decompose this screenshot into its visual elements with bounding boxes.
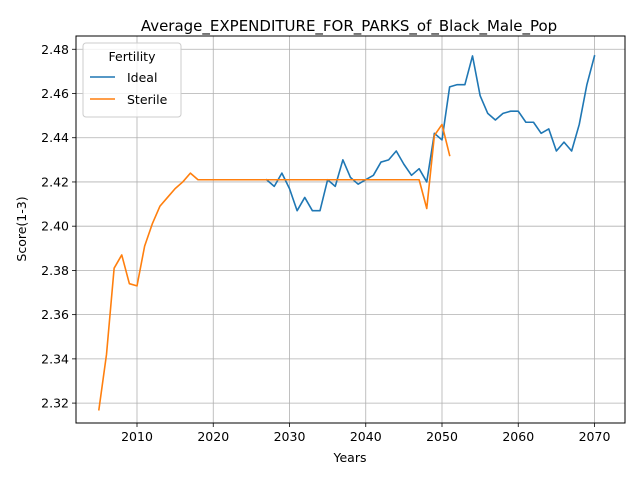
chart-title: Average_EXPENDITURE_FOR_PARKS_of_Black_M… bbox=[141, 17, 557, 36]
legend-label-sterile: Sterile bbox=[127, 92, 168, 107]
y-tick-label: 2.48 bbox=[41, 42, 69, 57]
x-tick-label: 2060 bbox=[502, 429, 534, 444]
x-tick-label: 2030 bbox=[274, 429, 306, 444]
grid bbox=[76, 36, 625, 423]
y-tick-label: 2.44 bbox=[41, 130, 69, 145]
x-tick-label: 2040 bbox=[350, 429, 382, 444]
x-tick-label: 2020 bbox=[197, 429, 229, 444]
series-lines bbox=[97, 54, 596, 411]
y-tick-label: 2.40 bbox=[41, 219, 69, 234]
series-line-ideal bbox=[265, 54, 596, 212]
x-axis: 2010 2020 2030 2040 2050 2060 2070 bbox=[121, 423, 610, 444]
legend: Fertility Ideal Sterile bbox=[82, 42, 182, 118]
y-tick-label: 2.36 bbox=[41, 307, 69, 322]
x-axis-label: Years bbox=[333, 450, 367, 465]
series-line-sterile bbox=[97, 123, 451, 411]
y-axis-label: Score(1-3) bbox=[14, 196, 29, 261]
legend-label-ideal: Ideal bbox=[127, 70, 157, 85]
y-tick-label: 2.34 bbox=[41, 351, 69, 366]
x-tick-label: 2050 bbox=[426, 429, 458, 444]
x-tick-label: 2070 bbox=[579, 429, 611, 444]
x-tick-label: 2010 bbox=[121, 429, 153, 444]
y-tick-label: 2.46 bbox=[41, 86, 69, 101]
y-axis: 2.32 2.34 2.36 2.38 2.40 2.42 2.44 2.46 2.48 bbox=[41, 42, 76, 411]
y-tick-label: 2.32 bbox=[41, 396, 69, 411]
legend-title: Fertility bbox=[109, 49, 157, 64]
plot-frame bbox=[75, 35, 626, 424]
y-tick-label: 2.42 bbox=[41, 174, 69, 189]
y-tick-label: 2.38 bbox=[41, 263, 69, 278]
